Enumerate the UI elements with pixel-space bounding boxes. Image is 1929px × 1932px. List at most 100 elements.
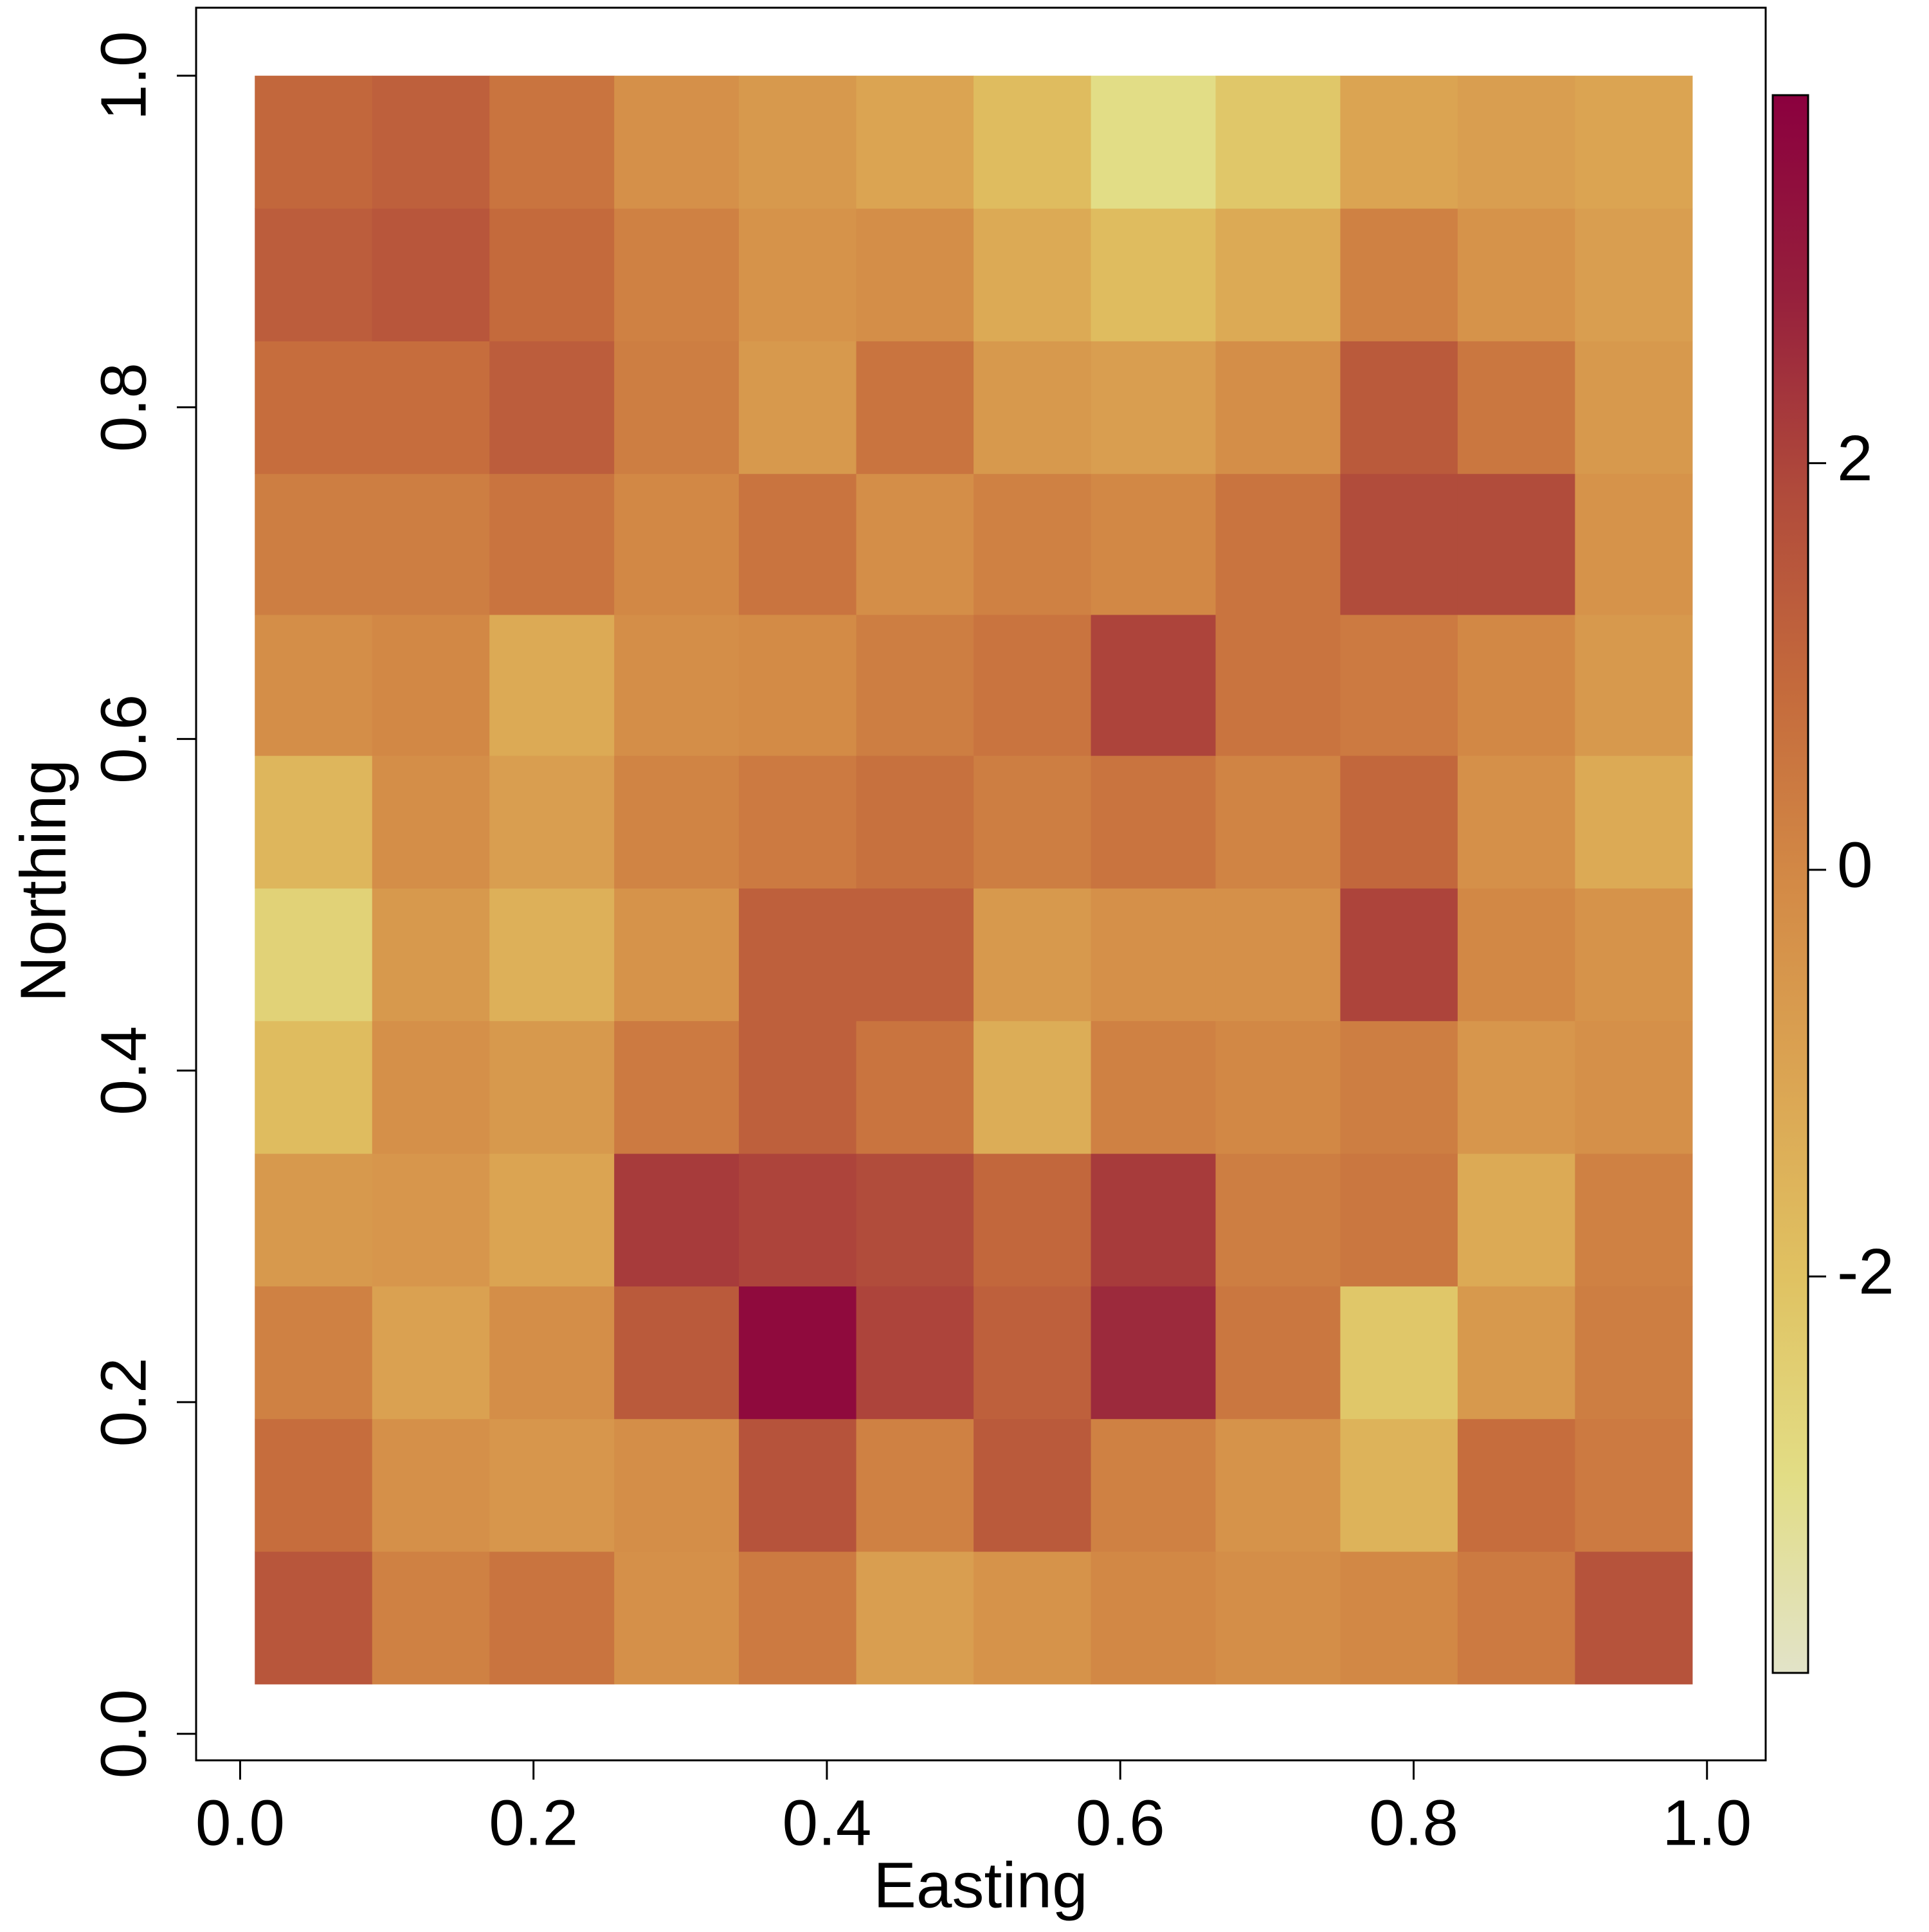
heatmap-cell: [1575, 1153, 1693, 1286]
heatmap-cell: [1091, 1020, 1217, 1154]
heatmap-cell: [1457, 755, 1575, 889]
heatmap-cell: [1340, 75, 1458, 209]
heatmap-cell: [489, 208, 615, 341]
heatmap-cell: [1215, 208, 1341, 341]
heatmap-cell: [974, 1418, 1092, 1552]
heatmap-cell: [1091, 208, 1217, 341]
colorbar-tick-label: -2: [1837, 1236, 1894, 1308]
heatmap-cell: [739, 1551, 857, 1684]
heatmap-cell: [1091, 1551, 1217, 1684]
heatmap-cell: [1215, 755, 1341, 889]
heatmap-cell: [489, 1551, 615, 1684]
heatmap-cell: [372, 755, 490, 889]
heatmap-cell: [1457, 208, 1575, 341]
heatmap-cell: [614, 1551, 739, 1684]
heatmap-cell: [1340, 208, 1458, 341]
y-tick-label: 0.4: [87, 1026, 159, 1115]
heatmap-cell: [614, 1418, 739, 1552]
x-tick-label: 1.0: [1662, 1787, 1752, 1859]
y-tick-label: 0.8: [87, 363, 159, 452]
heatmap-cell: [614, 75, 739, 209]
heatmap-cell: [856, 1286, 974, 1420]
heatmap-cell: [1457, 341, 1575, 474]
heatmap-cell: [614, 473, 739, 615]
heatmap-cell: [255, 1418, 373, 1552]
heatmap-cell: [1091, 614, 1217, 756]
x-tick-label: 0.8: [1369, 1787, 1458, 1859]
heatmap-cell: [1215, 614, 1341, 756]
heatmap-cell: [372, 1286, 490, 1420]
heatmap-cell: [739, 473, 857, 615]
heatmap-cell: [1340, 888, 1458, 1022]
heatmap-cell: [1215, 1153, 1341, 1286]
heatmap-cell: [614, 614, 739, 756]
heatmap-cell: [1575, 341, 1693, 474]
heatmap-cell: [856, 888, 974, 1022]
heatmap-cell: [614, 341, 739, 474]
heatmap-cell: [1457, 1153, 1575, 1286]
heatmap-cell: [974, 614, 1092, 756]
heatmap-cell: [739, 1418, 857, 1552]
heatmap-cell: [614, 1286, 739, 1420]
heatmap-cell: [614, 888, 739, 1022]
heatmap-cell: [1457, 1418, 1575, 1552]
heatmap-cell: [489, 755, 615, 889]
heatmap-cell: [1457, 614, 1575, 756]
heatmap-cell: [614, 208, 739, 341]
heatmap-cell: [489, 614, 615, 756]
heatmap-cells: [255, 75, 1693, 1684]
y-tick-label: 1.0: [87, 31, 159, 120]
x-tick-label: 0.0: [195, 1787, 285, 1859]
heatmap-cell: [1091, 75, 1217, 209]
heatmap-cell: [1215, 341, 1341, 474]
heatmap-cell: [1215, 1551, 1341, 1684]
heatmap-cell: [255, 208, 373, 341]
y-tick-label: 0.2: [87, 1357, 159, 1447]
heatmap-cell: [489, 1286, 615, 1420]
heatmap-cell: [489, 341, 615, 474]
heatmap-cell: [1091, 473, 1217, 615]
heatmap-cell: [1457, 1286, 1575, 1420]
heatmap-cell: [739, 341, 857, 474]
heatmap-cell: [1091, 888, 1217, 1022]
heatmap-cell: [856, 1153, 974, 1286]
heatmap-cell: [739, 1286, 857, 1420]
heatmap-cell: [372, 614, 490, 756]
heatmap-cell: [1575, 75, 1693, 209]
heatmap-cell: [1215, 1020, 1341, 1154]
heatmap-cell: [856, 341, 974, 474]
heatmap-cell: [739, 614, 857, 756]
heatmap-cell: [739, 208, 857, 341]
heatmap-cell: [856, 614, 974, 756]
heatmap-cell: [739, 888, 857, 1022]
heatmap-cell: [1091, 1418, 1217, 1552]
heatmap-cell: [255, 75, 373, 209]
heatmap-cell: [255, 755, 373, 889]
heatmap-cell: [1575, 755, 1693, 889]
heatmap-cell: [974, 888, 1092, 1022]
heatmap-cell: [489, 473, 615, 615]
heatmap-cell: [372, 888, 490, 1022]
heatmap-cell: [255, 1551, 373, 1684]
heatmap-cell: [974, 1153, 1092, 1286]
heatmap-cell: [1091, 341, 1217, 474]
colorbar-tick-label: 2: [1837, 422, 1873, 494]
heatmap-cell: [255, 1020, 373, 1154]
heatmap-cell: [1091, 755, 1217, 889]
heatmap-cell: [856, 208, 974, 341]
heatmap-cell: [856, 1551, 974, 1684]
heatmap-cell: [1457, 473, 1575, 615]
heatmap-cell: [614, 1153, 739, 1286]
heatmap-cell: [1340, 1286, 1458, 1420]
heatmap-cell: [489, 1418, 615, 1552]
heatmap-cell: [255, 614, 373, 756]
heatmap-cell: [1340, 1551, 1458, 1684]
heatmap-cell: [974, 208, 1092, 341]
heatmap-cell: [856, 755, 974, 889]
heatmap-cell: [489, 1153, 615, 1286]
heatmap-cell: [856, 473, 974, 615]
heatmap-cell: [1091, 1286, 1217, 1420]
heatmap-cell: [974, 1286, 1092, 1420]
